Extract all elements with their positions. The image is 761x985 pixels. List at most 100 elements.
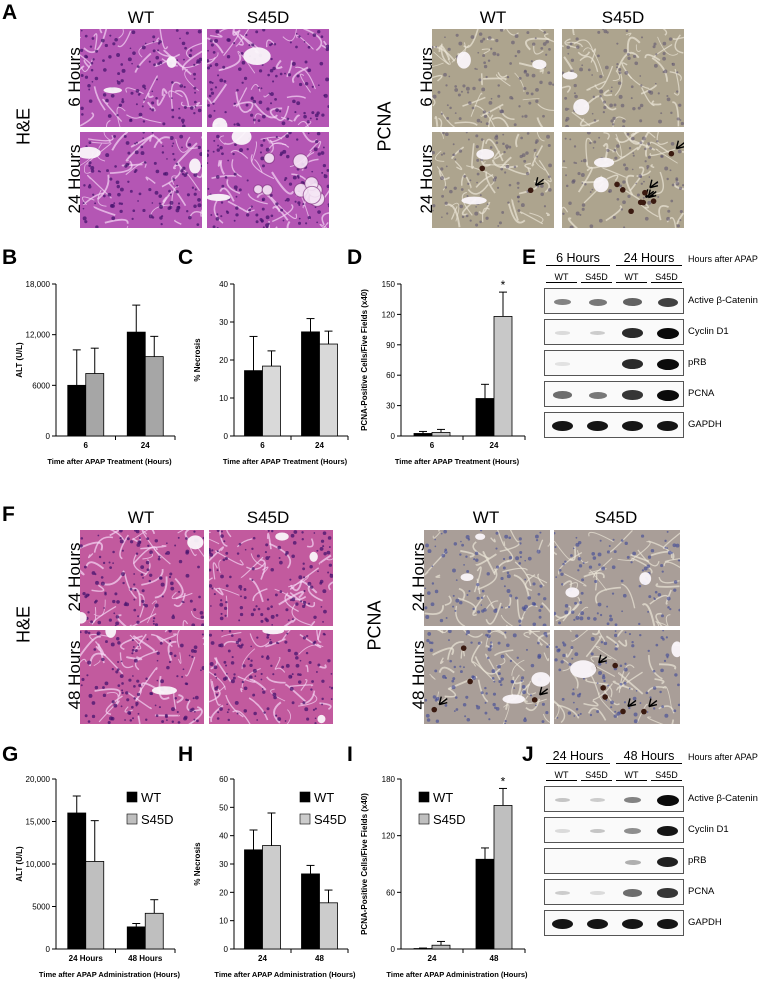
chart-alt-48h: 0 5000 10,000 15,000 20,000 ALT (U/L) Time aft…	[15, 775, 181, 979]
y-tick-label: 180	[382, 775, 396, 784]
micrograph-a-he-wt-6h	[80, 29, 202, 127]
protein-label: Active β-Catenin	[688, 793, 758, 804]
tissue-texture	[562, 132, 684, 228]
micrograph-a-pcna-s45d-6h	[562, 29, 684, 127]
significance-mark: *	[501, 278, 506, 292]
protein-label: Cyclin D1	[688, 824, 729, 835]
legend-swatch	[126, 813, 138, 825]
protein-band	[623, 827, 642, 835]
col-label-f-he-s45d: S45D	[246, 508, 290, 527]
x-axis-label: Time after APAP Administration (Hours)	[39, 970, 181, 979]
protein-band	[622, 390, 643, 400]
bar	[431, 432, 451, 437]
y-tick-label: 10	[219, 394, 228, 403]
col-label-f-he-wt: WT	[127, 508, 155, 527]
micrograph-f-he-wt-24h	[80, 530, 204, 626]
tissue-texture	[432, 29, 554, 127]
timepoint-label: 6 Hours	[546, 251, 610, 266]
protein-band	[623, 796, 642, 804]
tissue-texture	[80, 630, 204, 724]
x-axis-label: Time after APAP Administration (Hours)	[214, 970, 356, 979]
col-label-f-pcna-s45d: S45D	[594, 508, 638, 527]
tissue-texture	[562, 29, 684, 127]
protein-band	[555, 829, 570, 833]
significance-mark: *	[501, 774, 506, 788]
bar	[262, 365, 281, 437]
protein-band	[589, 828, 606, 834]
lane-label: S45D	[651, 272, 682, 283]
chart-pcna-count-48h: 0 60 120 180 PCNA-Positive Cells/Five Fields…	[360, 774, 528, 979]
micrograph-f-he-s45d-24h	[209, 530, 333, 626]
x-tick-label: 48 Hours	[128, 954, 163, 963]
blot-strip	[544, 786, 684, 812]
x-tick-label: 24 Hours	[69, 954, 104, 963]
protein-band	[657, 888, 678, 898]
protein-label: GAPDH	[688, 419, 722, 430]
micrograph-f-pcna-s45d-24h	[554, 530, 680, 626]
bar	[493, 805, 513, 950]
y-tick-label: 5000	[32, 903, 50, 912]
x-tick-label: 6	[430, 441, 435, 450]
chart-alt-24h: 0 6000 12,000 18,000 ALT (U/L) Time after APA…	[15, 280, 176, 466]
protein-band	[590, 331, 605, 335]
panel-letter-d: D	[347, 246, 363, 269]
protein-band	[586, 918, 609, 930]
protein-band	[553, 298, 572, 306]
x-axis-label: Time after APAP Treatment (Hours)	[395, 457, 520, 466]
bar	[67, 384, 87, 437]
protein-band	[623, 298, 642, 306]
micrograph-f-pcna-s45d-48h	[554, 630, 680, 724]
hours-after-apap-note: Hours after APAP	[688, 752, 758, 762]
y-tick-label: 15,000	[26, 818, 51, 827]
y-axis-label: % Necrosis	[193, 338, 202, 382]
tissue-texture	[432, 132, 552, 228]
blot-strip	[544, 288, 684, 314]
y-tick-label: 10	[219, 917, 228, 926]
col-label-f-pcna-wt: WT	[472, 508, 500, 527]
chart-necrosis-24h: 0 10 20 30 40 % Necrosis Time after APAP Treat…	[193, 280, 349, 466]
protein-band	[586, 420, 609, 432]
y-tick-label: 6000	[32, 381, 50, 390]
x-tick-label: 24	[141, 441, 150, 450]
y-tick-label: 30	[219, 318, 228, 327]
micrograph-a-pcna-s45d-24h	[562, 132, 684, 228]
bar	[301, 331, 320, 437]
panel-letter-c: C	[178, 246, 194, 269]
tissue-texture	[80, 132, 202, 228]
protein-band	[590, 798, 605, 802]
protein-band	[657, 297, 678, 307]
lane-label: S45D	[581, 770, 612, 781]
bar	[85, 861, 105, 950]
chart-pcna-count-24h: 0 30 60 90 120 150 PCNA-Positive Cells/Five Fi…	[360, 278, 526, 466]
protein-band	[624, 859, 641, 865]
legend-swatch	[418, 813, 430, 825]
protein-label: pRB	[688, 855, 707, 866]
stain-label-f-pcna: PCNA	[364, 600, 385, 651]
y-tick-label: 150	[382, 280, 396, 289]
y-tick-label: 30	[219, 860, 228, 869]
bar	[493, 316, 513, 437]
tissue-texture	[207, 29, 329, 127]
protein-band	[656, 856, 679, 868]
protein-band	[656, 825, 679, 837]
tissue-texture	[424, 630, 550, 724]
blot-strip	[544, 817, 684, 843]
y-tick-label: 0	[46, 945, 51, 954]
bar	[144, 356, 164, 437]
blot-strip	[544, 412, 684, 438]
legend-label: WT	[433, 790, 453, 805]
protein-band	[621, 420, 644, 432]
micrograph-f-he-s45d-48h	[209, 630, 333, 724]
y-tick-label: 60	[219, 775, 228, 784]
bar	[67, 812, 87, 950]
protein-band	[656, 358, 679, 370]
blot-strip	[544, 381, 684, 407]
bar	[475, 858, 495, 950]
lane-label: S45D	[581, 272, 612, 283]
y-tick-label: 12,000	[26, 331, 51, 340]
legend-label: S45D	[314, 812, 347, 827]
legend-label: WT	[314, 790, 334, 805]
protein-band	[555, 331, 570, 335]
y-tick-label: 50	[219, 803, 228, 812]
y-tick-label: 0	[391, 945, 396, 954]
